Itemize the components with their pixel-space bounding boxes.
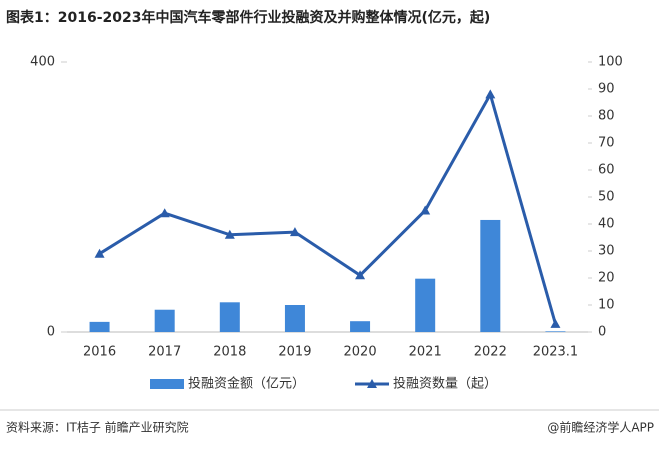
chart-title: 图表1：2016-2023年中国汽车零部件行业投融资及并购整体情况(亿元，起) <box>6 9 490 26</box>
y2-tick-label: 10 <box>598 298 615 313</box>
bar <box>154 309 175 332</box>
x-tick-label: 2016 <box>83 345 116 360</box>
line-marker <box>94 248 105 258</box>
bar <box>284 305 305 332</box>
line <box>98 90 557 325</box>
y2-tick-label: 70 <box>598 136 615 151</box>
line-marker <box>485 89 496 99</box>
line-marker <box>550 318 561 328</box>
bar <box>415 278 436 332</box>
y-tick-label: 400 <box>30 55 55 70</box>
line-marker <box>224 229 235 239</box>
y2-tick-label: 30 <box>598 244 615 259</box>
y2-tick-label: 90 <box>598 82 615 97</box>
legend-marker <box>367 379 377 388</box>
y2-tick-label: 50 <box>598 190 615 205</box>
y2-tick-label: 100 <box>598 55 623 70</box>
source: 资料来源：IT桔子 前瞻产业研究院 <box>6 420 189 435</box>
x-tick-label: 2023.1 <box>533 345 579 360</box>
y2-tick-label: 40 <box>598 217 615 232</box>
line-marker <box>159 208 170 218</box>
bar <box>545 331 566 332</box>
legend-swatch <box>150 379 184 389</box>
line-marker <box>355 270 366 280</box>
x-tick-label: 2020 <box>344 345 377 360</box>
line-marker <box>420 205 431 215</box>
credit: @前瞻经济学人APP <box>547 420 654 435</box>
y2-tick-label: 60 <box>598 163 615 178</box>
x-tick-label: 2021 <box>409 345 442 360</box>
x-tick-label: 2022 <box>474 345 507 360</box>
y-tick-label: 0 <box>47 325 55 340</box>
x-tick-label: 2019 <box>278 345 311 360</box>
y2-tick-label: 80 <box>598 109 615 124</box>
x-tick-label: 2018 <box>213 345 246 360</box>
legend-label: 投融资金额（亿元） <box>188 376 305 392</box>
bar <box>89 321 110 332</box>
line-marker <box>289 227 300 237</box>
bar <box>350 321 371 332</box>
legend-label: 投融资数量（起） <box>393 376 497 392</box>
bar <box>219 302 240 332</box>
y2-tick-label: 0 <box>598 325 606 340</box>
bar <box>480 219 501 332</box>
y2-tick-label: 20 <box>598 271 615 286</box>
x-tick-label: 2017 <box>148 345 181 360</box>
